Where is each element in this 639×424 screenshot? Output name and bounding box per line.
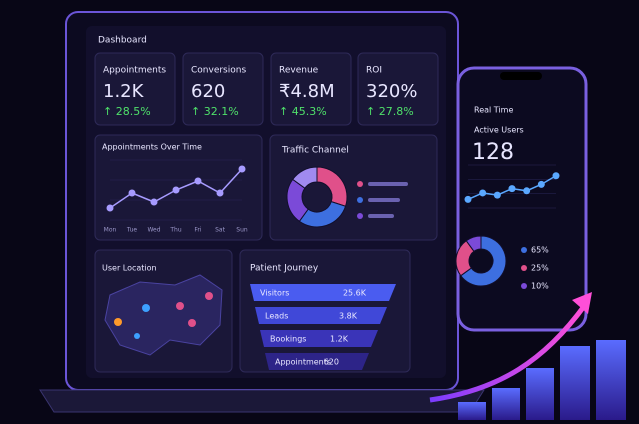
point (479, 189, 487, 197)
kpi-change: ↑ 32.1% (191, 105, 239, 118)
kpi-value: ₹4.8M (279, 81, 335, 102)
legend-label: 65% (531, 246, 549, 255)
stage-value: 1.2K (330, 335, 349, 344)
legend-label: 10% (531, 282, 549, 291)
stage-label: Visitors (260, 289, 289, 298)
phone-title: Real Time (474, 106, 513, 115)
x-tick-label: Sun (236, 227, 248, 234)
point (493, 191, 501, 199)
dashboard-title: Dashboard (98, 36, 147, 46)
funnel-stage (250, 284, 396, 301)
point (194, 177, 202, 185)
funnel-stage (255, 307, 387, 324)
metric-value: 128 (472, 140, 514, 165)
donut-slice (292, 166, 318, 189)
legend-dots (357, 181, 363, 219)
kpi-value: 1.2K (103, 81, 145, 102)
point (128, 189, 136, 197)
laptop-base (39, 389, 485, 413)
legend-bars (368, 182, 408, 218)
chart-title: Traffic Channel (281, 146, 349, 156)
funnel-stage (260, 330, 378, 347)
stage-label: Leads (265, 312, 288, 321)
kpi-label: Revenue (279, 66, 319, 76)
point (150, 198, 158, 206)
kpi-change: ↑ 28.5% (103, 105, 151, 118)
point (172, 186, 180, 194)
kpi-label: Conversions (191, 66, 246, 76)
kpi-label: ROI (366, 66, 382, 76)
stage-label: Bookings (270, 335, 306, 344)
phone (456, 66, 588, 332)
x-tick-label: Sat (215, 227, 225, 234)
point (508, 185, 516, 193)
legend-label: 25% (531, 264, 549, 273)
kpi-change: ↑ 45.3% (279, 105, 327, 118)
legend-dot (521, 265, 527, 271)
point (552, 172, 560, 180)
legend-dot (521, 247, 527, 253)
x-tick-label: Thu (169, 227, 181, 234)
phone-notch (500, 72, 542, 80)
metric-label: Active Users (474, 126, 524, 135)
legend-dot (521, 283, 527, 289)
growth-bars (458, 340, 626, 420)
stage-label: Appointments (275, 358, 331, 367)
funnel-stage (265, 353, 369, 370)
growth-arrow (429, 303, 588, 403)
map-title: User Location (102, 264, 157, 273)
stage-value: 620 (324, 358, 339, 367)
point (216, 189, 224, 197)
chart-title: Appointments Over Time (102, 143, 202, 152)
point (464, 195, 472, 203)
kpi-label: Appointments (103, 66, 166, 76)
point (537, 180, 545, 188)
journey-title: Patient Journey (250, 264, 319, 274)
point (106, 204, 114, 212)
x-tick-label: Mon (104, 227, 117, 234)
stage-value: 3.8K (339, 312, 358, 321)
stage-value: 25.6K (343, 289, 367, 298)
donut-slice (460, 235, 507, 287)
kpi-change: ↑ 27.8% (366, 105, 414, 118)
kpi-value: 320% (366, 81, 417, 102)
donut-slice (465, 235, 482, 252)
arrow-head (572, 292, 592, 314)
point (523, 187, 531, 195)
point (238, 165, 246, 173)
x-tick-label: Fri (194, 227, 201, 234)
map-pins (114, 292, 213, 339)
x-tick-label: Tue (126, 227, 138, 234)
x-tick-label: Wed (147, 227, 160, 234)
kpi-value: 620 (191, 81, 225, 102)
